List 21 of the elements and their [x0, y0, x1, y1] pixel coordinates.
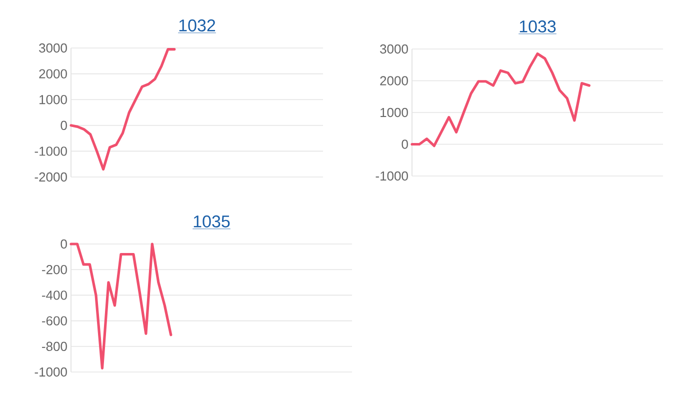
y-tick-label: 0 [402, 140, 408, 149]
y-tick-label: 3000 [380, 44, 408, 54]
y-tick-label: -200 [42, 264, 67, 274]
y-tick-label: -2000 [34, 172, 67, 182]
y-tick-label: 0 [60, 239, 67, 249]
y-tick-label: 3000 [39, 43, 67, 53]
y-tick-label: 1000 [40, 94, 67, 104]
y-tick-label: -800 [42, 342, 67, 351]
chart-title: 1033 [520, 20, 556, 32]
y-tick-label: -1000 [34, 146, 67, 156]
y-tick-label: -1000 [376, 171, 408, 181]
chart-title: 1032 [179, 19, 216, 32]
y-tick-label: -1000 [34, 367, 67, 377]
y-tick-label: -600 [42, 316, 67, 326]
y-tick-label: -400 [42, 290, 67, 300]
y-tick-label: 2000 [39, 69, 67, 78]
y-tick-label: 1000 [380, 108, 408, 118]
line-series [410, 52, 590, 148]
y-tick-label: 0 [60, 120, 67, 130]
chart-title: 1035 [194, 215, 230, 228]
y-tick-label: 2000 [380, 76, 408, 86]
